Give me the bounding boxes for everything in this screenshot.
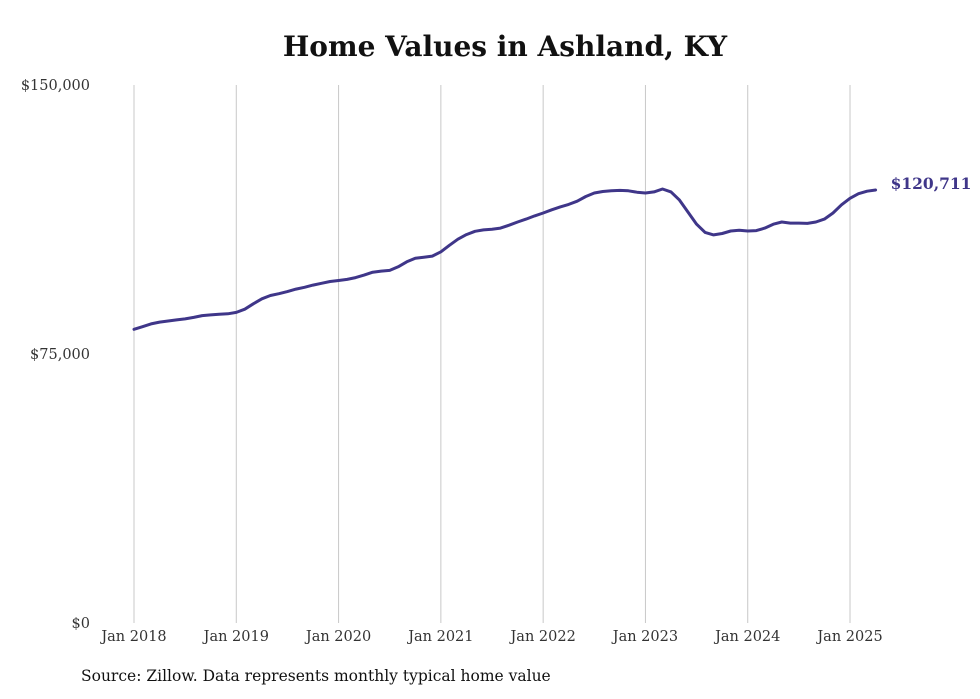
x-tick-label: Jan 2025 [815,629,882,645]
y-tick-label: $0 [72,616,90,632]
x-tick-label: Jan 2019 [202,629,269,645]
x-tick-label: Jan 2024 [713,629,780,645]
y-tick-label: $150,000 [21,78,90,94]
x-tick-label: Jan 2018 [99,629,166,645]
x-tick-label: Jan 2021 [406,629,473,645]
series-line [132,187,878,331]
end-value-label: $120,711 [891,174,972,193]
x-tick-label: Jan 2022 [508,629,575,645]
source-note: Source: Zillow. Data represents monthly … [81,667,551,685]
x-tick-label: Jan 2020 [304,629,371,645]
chart-title: Home Values in Ashland, KY [282,30,728,63]
x-tick-label: Jan 2023 [611,629,678,645]
y-tick-label: $75,000 [30,347,90,363]
